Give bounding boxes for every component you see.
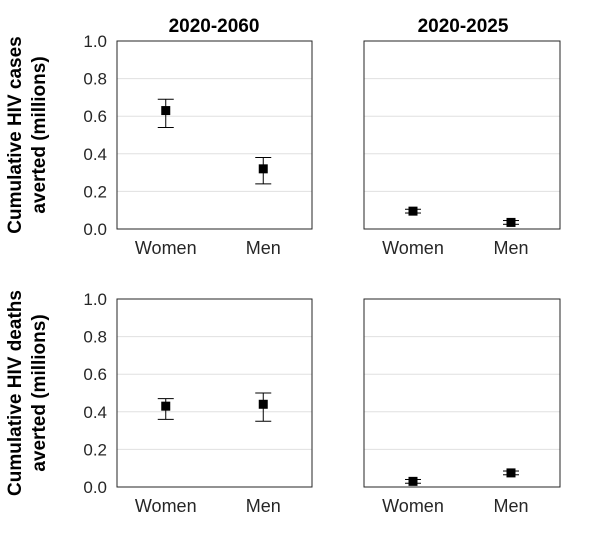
y-tick-label: 0.6 xyxy=(83,107,107,126)
axes-background xyxy=(117,41,312,229)
y-tick-label: 0.4 xyxy=(83,403,107,422)
x-tick-label-women: Women xyxy=(135,496,197,516)
y-tick-label: 0.6 xyxy=(83,365,107,384)
data-point-women xyxy=(161,401,171,411)
y-tick-label: 0.2 xyxy=(83,440,107,459)
data-point-men xyxy=(258,164,268,174)
x-tick-label-men: Men xyxy=(493,496,528,516)
row2-ylabel-line2: averted (millions) xyxy=(29,314,50,471)
data-point-men xyxy=(506,468,516,478)
data-point-women xyxy=(408,206,418,216)
data-point-men xyxy=(258,399,268,409)
axes-box xyxy=(116,298,313,488)
axes-background xyxy=(364,299,560,487)
x-tick-label-men: Men xyxy=(246,496,281,516)
column-title-2020-2060: 2020-2060 xyxy=(169,16,260,37)
y-tick-label: 1.0 xyxy=(83,32,107,51)
y-tick-label: 0.0 xyxy=(83,478,107,497)
panel-deaths-2020-2060: 0.0 0.2 0.4 0.6 0.8 1.0 Women Men xyxy=(83,290,313,516)
x-tick-label-women: Women xyxy=(382,238,444,258)
column-title-2020-2025: 2020-2025 xyxy=(418,16,509,37)
axes-background xyxy=(364,41,560,229)
data-point-women xyxy=(408,476,418,486)
y-tick-label: 0.2 xyxy=(83,182,107,201)
panel-cases-2020-2025: Women Men xyxy=(363,40,561,258)
row2-ylabel-line1: Cumulative HIV deaths xyxy=(5,290,26,496)
row1-ylabel-line1: Cumulative HIV cases xyxy=(5,36,26,233)
row1-ylabel-line2: averted (millions) xyxy=(29,56,50,213)
axes-box xyxy=(363,40,561,230)
x-tick-label-women: Women xyxy=(135,238,197,258)
panel-cases-2020-2060: 0.0 0.2 0.4 0.6 0.8 1.0 Women Men xyxy=(83,32,313,258)
y-tick-label: 0.0 xyxy=(83,220,107,239)
y-tick-label: 0.4 xyxy=(83,145,107,164)
row2-ylabel: Cumulative HIV deaths averted (millions) xyxy=(5,290,50,496)
data-point-women xyxy=(161,106,171,116)
x-tick-label-men: Men xyxy=(246,238,281,258)
axes-box xyxy=(363,298,561,488)
row1-ylabel: Cumulative HIV cases averted (millions) xyxy=(5,36,50,233)
y-tick-label: 0.8 xyxy=(83,70,107,89)
axes-box xyxy=(116,40,313,230)
y-tick-label: 0.8 xyxy=(83,328,107,347)
data-point-men xyxy=(506,217,516,227)
axes-background xyxy=(117,299,312,487)
x-tick-label-men: Men xyxy=(493,238,528,258)
panel-deaths-2020-2025: Women Men xyxy=(363,298,561,516)
y-tick-label: 1.0 xyxy=(83,290,107,309)
x-tick-label-women: Women xyxy=(382,496,444,516)
